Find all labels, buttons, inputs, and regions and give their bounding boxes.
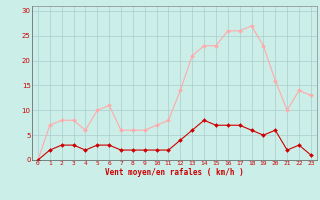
X-axis label: Vent moyen/en rafales ( km/h ): Vent moyen/en rafales ( km/h ) <box>105 168 244 177</box>
